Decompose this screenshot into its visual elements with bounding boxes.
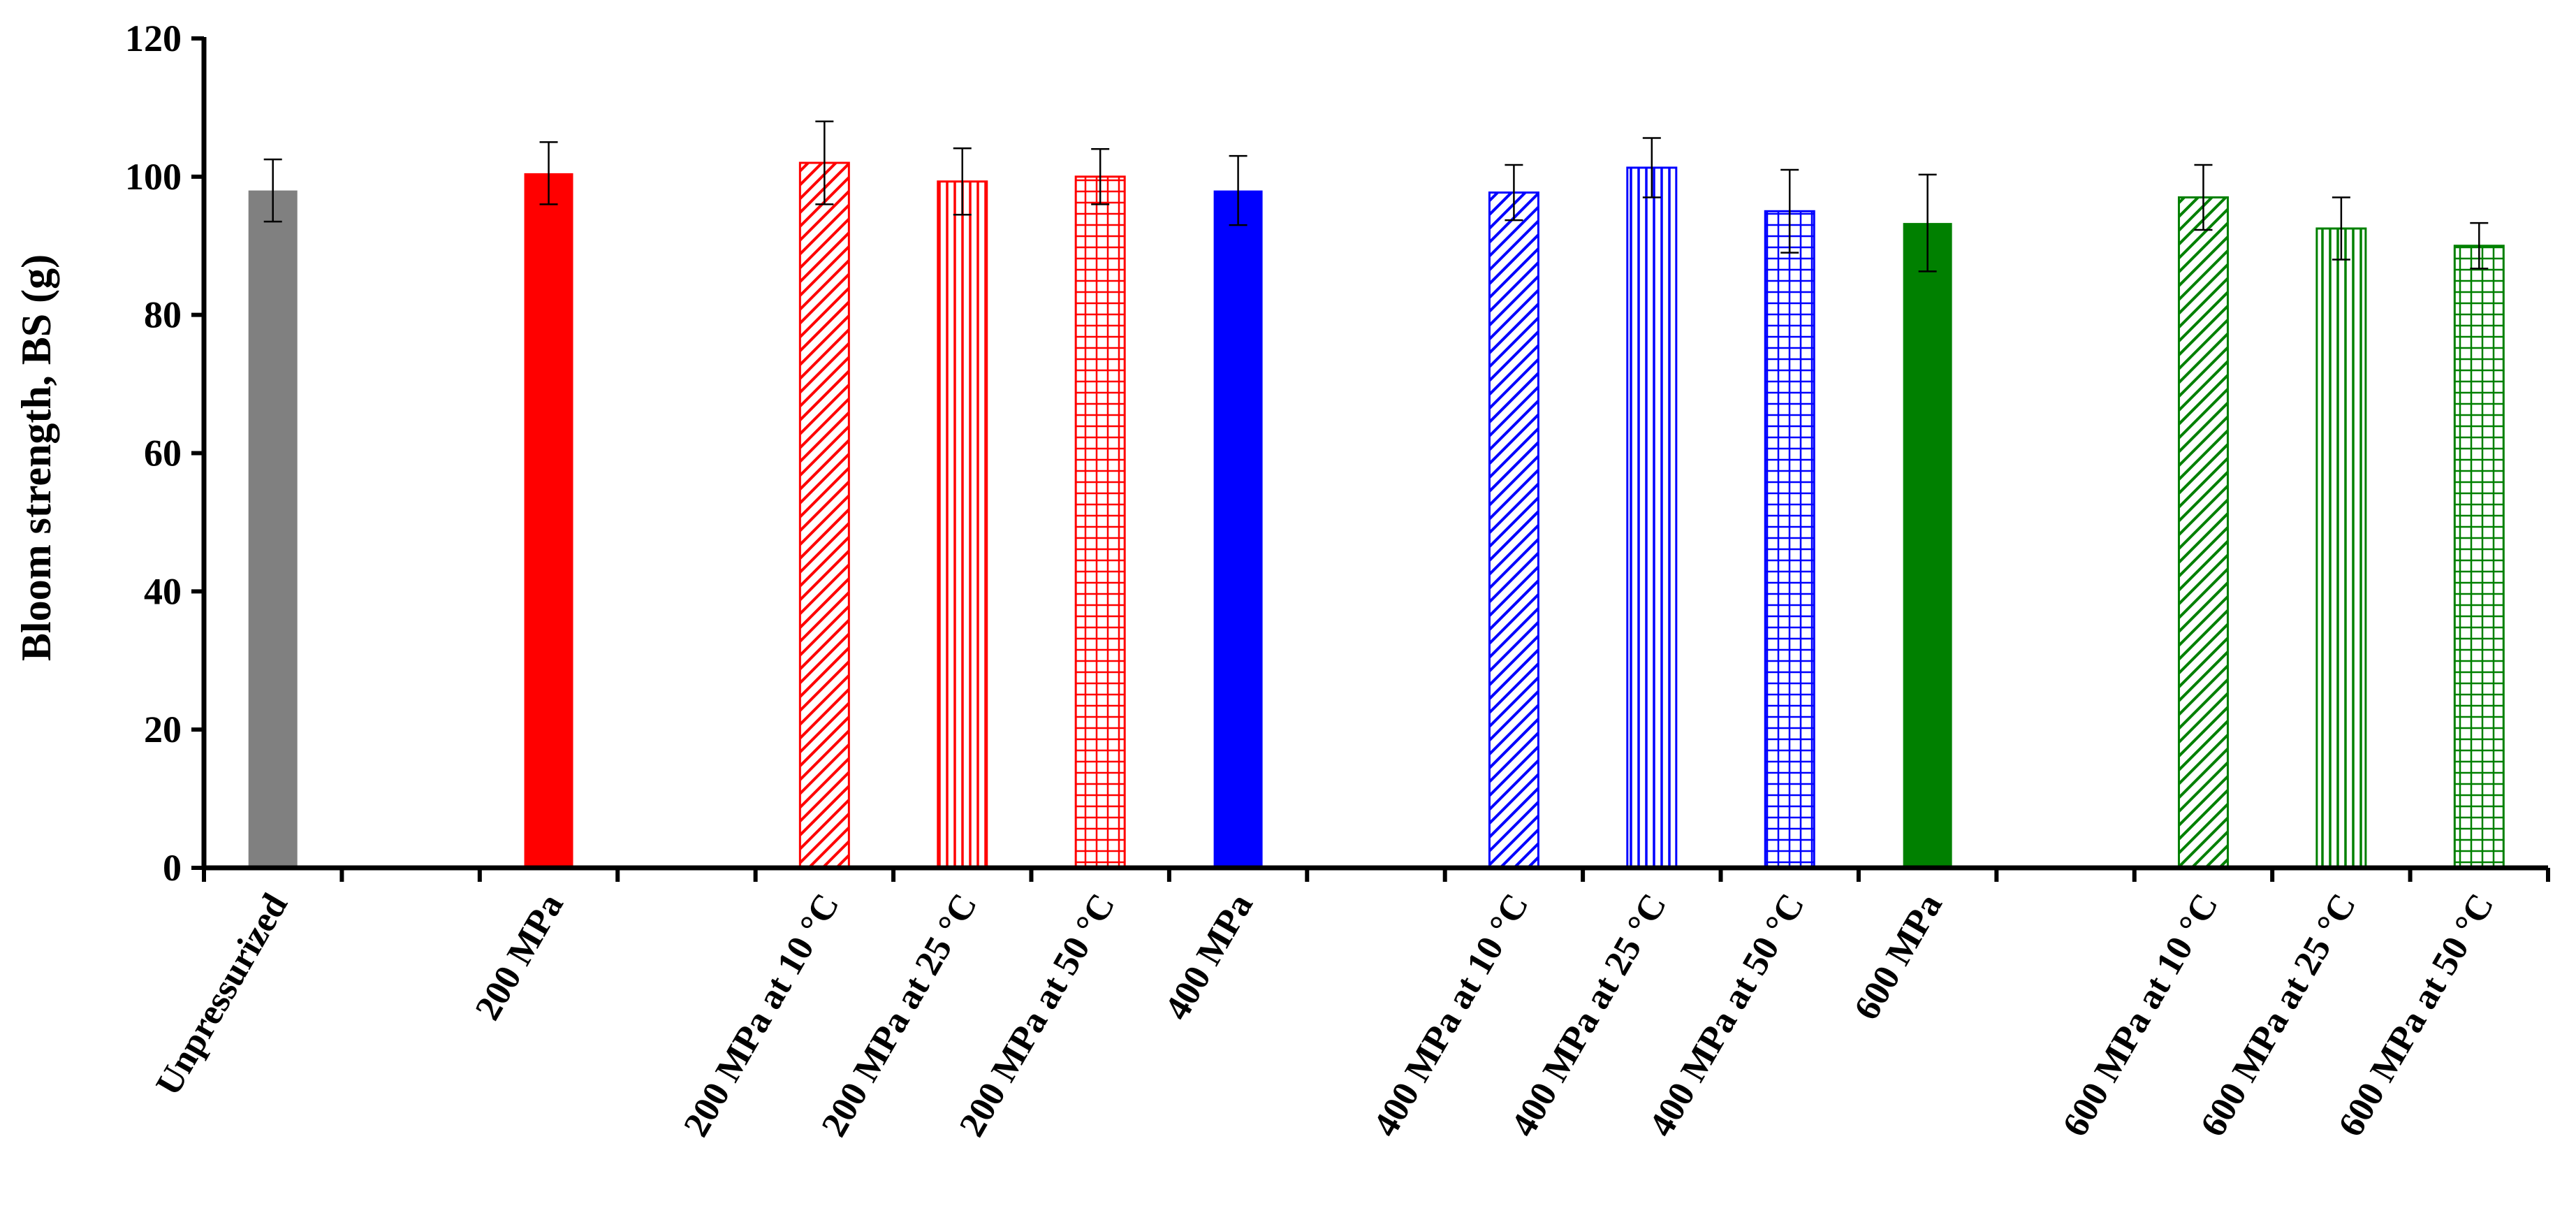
x-category-label: 200 MPa at 10 °C (676, 887, 847, 1144)
y-tick-label: 60 (144, 433, 182, 474)
x-category-label: 400 MPa (1157, 887, 1261, 1027)
error-bars-layer (263, 120, 2489, 273)
error-bar-400-mpa (1229, 154, 1247, 226)
error-bar-400-mpa-at-25-c (1642, 137, 1661, 198)
x-category-label: Unpressurized (148, 887, 295, 1102)
x-category-label: 600 MPa at 25 °C (2193, 887, 2364, 1144)
error-bar-600-mpa (1918, 173, 1937, 273)
bar-400-mpa-at-50-c (1764, 210, 1815, 869)
x-category-label: 400 MPa at 25 °C (1504, 887, 1675, 1144)
axes-layer (191, 36, 2550, 882)
x-category-label: 400 MPa at 10 °C (1366, 887, 1537, 1144)
y-tick-label: 100 (125, 156, 182, 198)
x-category-label: 200 MPa (468, 887, 571, 1027)
error-bar-200-mpa (539, 141, 558, 205)
bar-200-mpa (524, 173, 573, 868)
y-tick-label: 80 (144, 294, 182, 336)
error-bar-200-mpa-at-50-c (1091, 148, 1110, 205)
error-bar-400-mpa-at-10-c (1505, 164, 1523, 222)
bar-400-mpa-at-10-c (1488, 191, 1539, 869)
bar-400-mpa (1213, 190, 1263, 868)
y-tick-label: 40 (144, 570, 182, 612)
y-tick-label: 0 (163, 847, 182, 889)
bar-200-mpa-at-50-c (1074, 175, 1126, 869)
x-category-label: 600 MPa (1847, 887, 1950, 1027)
error-bar-unpressurized (263, 158, 282, 223)
bar-200-mpa-at-25-c (937, 180, 988, 869)
y-tick-label: 20 (144, 709, 182, 750)
error-bar-600-mpa-at-10-c (2194, 164, 2213, 231)
labels-layer: 0 20 40 60 80 100 120 Unpressurized 200 MPa 200 M… (125, 17, 2502, 1143)
bar-400-mpa-at-25-c (1626, 166, 1678, 869)
bar-600-mpa-at-50-c (2453, 245, 2505, 869)
bar-600-mpa-at-25-c (2315, 227, 2367, 869)
x-category-label: 600 MPa at 10 °C (2055, 887, 2226, 1144)
error-bar-600-mpa-at-50-c (2470, 222, 2489, 270)
error-bar-200-mpa-at-25-c (953, 147, 972, 216)
x-category-label: 600 MPa at 50 °C (2331, 887, 2502, 1144)
bars-layer (248, 161, 2505, 869)
error-bar-400-mpa-at-50-c (1780, 168, 1799, 254)
bar-unpressurized (248, 190, 298, 868)
error-bar-600-mpa-at-25-c (2332, 196, 2350, 261)
bar-600-mpa (1903, 223, 1952, 868)
bar-200-mpa-at-10-c (798, 161, 850, 869)
y-tick-label: 120 (125, 17, 182, 59)
error-bar-200-mpa-at-10-c (815, 120, 834, 205)
y-axis-title: Bloom strength, BS (g) (13, 254, 59, 661)
bar-600-mpa-at-10-c (2177, 196, 2229, 869)
x-category-label: 200 MPa at 50 °C (952, 887, 1123, 1144)
x-category-label: 200 MPa at 25 °C (814, 887, 986, 1144)
x-category-label: 400 MPa at 50 °C (1641, 887, 1813, 1144)
